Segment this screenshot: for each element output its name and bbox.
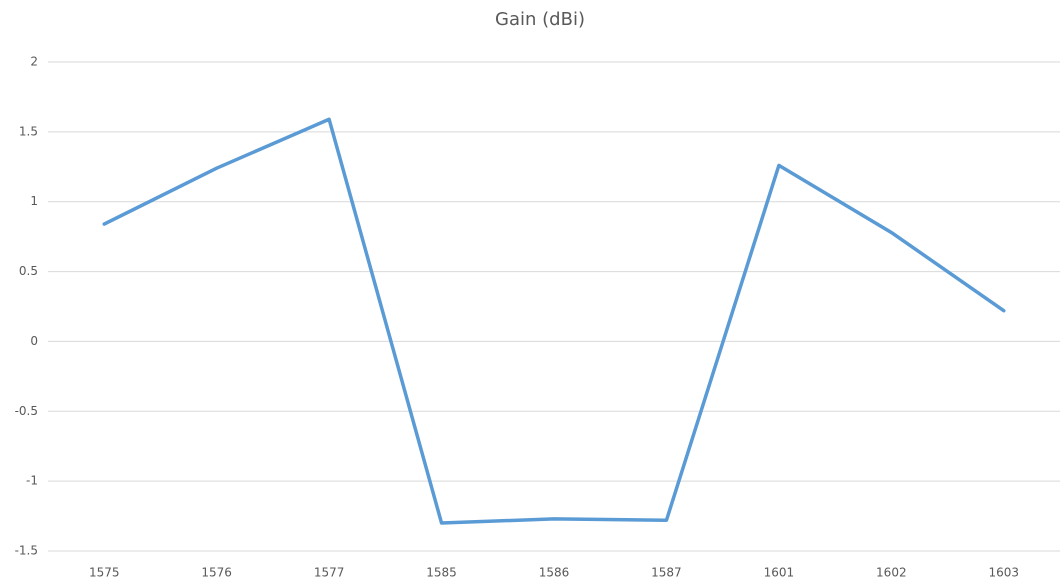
x-tick-label: 1603 <box>989 566 1020 580</box>
x-tick-label: 1575 <box>89 566 120 580</box>
y-tick-label: -1.5 <box>15 544 38 558</box>
x-tick-label: 1586 <box>539 566 570 580</box>
y-tick-label: 2 <box>30 55 38 69</box>
x-tick-label: 1577 <box>314 566 345 580</box>
y-tick-label: 1.5 <box>19 124 38 138</box>
y-tick-label: -1 <box>26 474 38 488</box>
chart-title: Gain (dBi) <box>495 9 585 30</box>
x-tick-label: 1576 <box>201 566 232 580</box>
y-tick-label: 0.5 <box>19 264 38 278</box>
x-tick-label: 1585 <box>426 566 457 580</box>
x-tick-label: 1587 <box>651 566 682 580</box>
y-tick-label: 0 <box>30 334 38 348</box>
x-tick-label: 1601 <box>764 566 795 580</box>
x-tick-label: 1602 <box>876 566 907 580</box>
y-tick-label: 1 <box>30 194 38 208</box>
y-tick-label: -0.5 <box>15 404 38 418</box>
line-series <box>102 117 1006 525</box>
